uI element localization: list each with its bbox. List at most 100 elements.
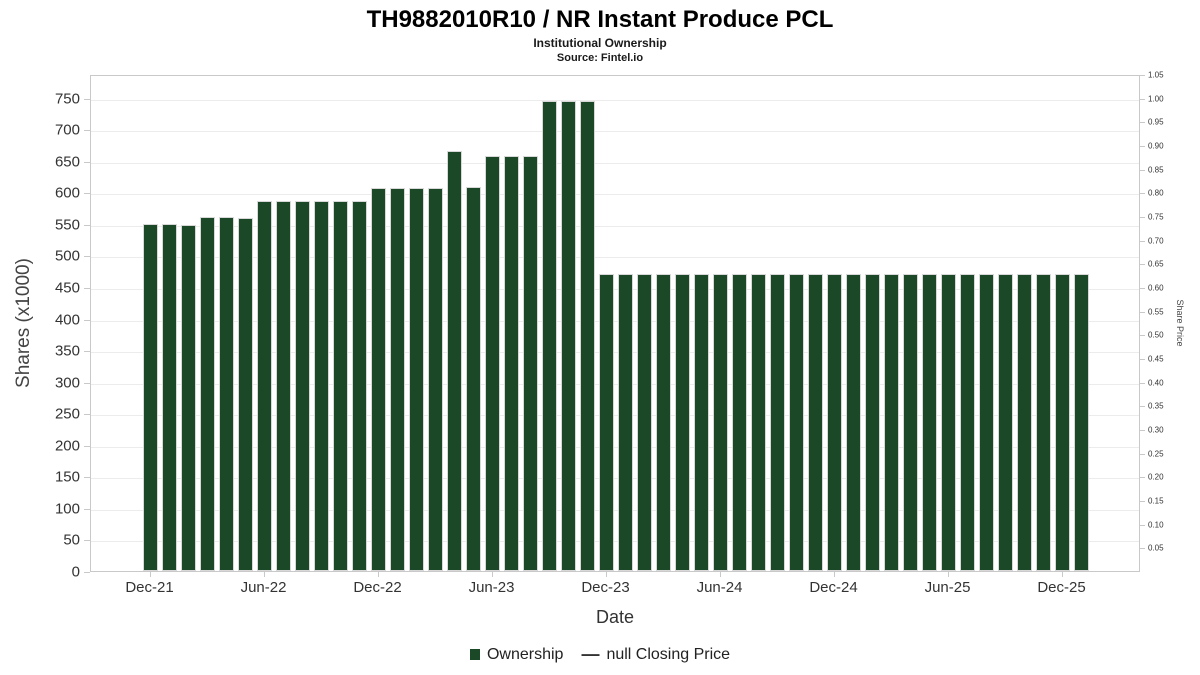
ownership-bar-Aug-23 xyxy=(523,156,538,571)
price-tick-label: 0.05 xyxy=(1148,543,1164,553)
y-tickmark xyxy=(84,382,90,384)
y-tickmark xyxy=(84,351,90,353)
gridline xyxy=(91,415,1139,417)
price-tick-label: 0.60 xyxy=(1148,283,1164,293)
ownership-bar-Sep-22 xyxy=(314,201,329,571)
x-tick-label: Jun-24 xyxy=(696,579,743,596)
ownership-bar-Oct-25 xyxy=(1017,274,1032,571)
x-tick-label: Dec-24 xyxy=(809,579,858,596)
x-axis-tickmarks xyxy=(90,572,1140,577)
price-tick-label: 0.30 xyxy=(1148,425,1164,435)
y-tick-label: 450 xyxy=(54,279,80,297)
y-axis-tickmarks-left xyxy=(84,75,90,573)
ownership-bar-Jan-22 xyxy=(162,224,177,571)
price-tickmark xyxy=(1140,359,1145,360)
ownership-bar-Nov-24 xyxy=(808,274,823,571)
price-tickmark xyxy=(1140,477,1145,479)
ownership-bar-Dec-22 xyxy=(371,188,386,571)
y-tickmark xyxy=(84,445,90,447)
y-tick-label: 750 xyxy=(54,90,80,108)
plot-area xyxy=(90,75,1140,572)
ownership-bar-Dec-24 xyxy=(827,274,842,571)
y-axis-tickmarks-right xyxy=(1140,75,1145,572)
y-tick-label: 500 xyxy=(54,247,80,265)
price-tick-label: 0.35 xyxy=(1148,401,1164,411)
price-tickmark xyxy=(1140,548,1145,550)
ownership-bar-Jul-24 xyxy=(732,274,747,571)
price-tickmark xyxy=(1140,98,1145,100)
y-tick-label: 300 xyxy=(54,374,80,392)
ownership-bar-Jan-23 xyxy=(390,188,405,571)
bar-layer xyxy=(91,76,1139,571)
x-tickmark xyxy=(377,572,379,577)
price-tick-label: 0.45 xyxy=(1148,354,1164,364)
y-tick-label: 50 xyxy=(63,531,80,549)
ownership-bar-Jul-22 xyxy=(276,201,291,571)
ownership-bar-May-25 xyxy=(922,274,937,571)
price-tickmark xyxy=(1140,122,1145,124)
price-tickmark xyxy=(1140,382,1145,384)
price-tick-label: 0.90 xyxy=(1148,141,1164,151)
closing-price-legend-label: null Closing Price xyxy=(606,645,731,663)
price-tick-label: 0.25 xyxy=(1148,449,1164,459)
x-tick-label: Jun-22 xyxy=(240,579,287,596)
price-tickmark xyxy=(1140,146,1145,147)
ownership-bar-Dec-25 xyxy=(1055,274,1070,571)
price-tick-label: 0.40 xyxy=(1148,378,1164,388)
ownership-bar-Sep-25 xyxy=(998,274,1013,571)
y-tick-label: 700 xyxy=(54,121,80,139)
x-tick-label: Dec-22 xyxy=(353,579,402,596)
gridline xyxy=(91,320,1139,322)
y-tickmark xyxy=(84,161,90,163)
gridline xyxy=(91,194,1139,196)
price-tickmark xyxy=(1140,264,1145,266)
ownership-bar-May-23 xyxy=(466,187,481,571)
price-tickmark xyxy=(1140,524,1145,526)
y-tick-label: 550 xyxy=(54,216,80,234)
ownership-bar-Jul-23 xyxy=(504,156,519,571)
price-tickmark xyxy=(1140,501,1145,502)
gridline xyxy=(91,257,1139,259)
y-tickmark xyxy=(84,98,90,100)
price-tickmark xyxy=(1140,453,1145,455)
ownership-bar-Mar-25 xyxy=(884,274,899,571)
x-axis-ticks: Dec-21 Jun-22 Dec-22 Jun-23 Dec-23 Jun-24 Dec-… xyxy=(90,579,1140,599)
y-tickmark xyxy=(84,508,90,510)
price-tickmark xyxy=(1140,406,1145,408)
ownership-bar-Apr-24 xyxy=(675,274,690,571)
ownership-bar-Sep-23 xyxy=(542,101,557,571)
y-tick-label: 100 xyxy=(54,500,80,518)
y-tick-label: 0 xyxy=(71,563,80,581)
price-tick-label: 0.75 xyxy=(1148,212,1164,222)
closing-price-legend-marker: — xyxy=(581,644,600,664)
x-tick-label: Dec-23 xyxy=(581,579,630,596)
ownership-legend-label: Ownership xyxy=(486,645,564,663)
price-tick-label: 0.65 xyxy=(1148,259,1164,269)
y-tickmark xyxy=(84,193,90,195)
gridline xyxy=(91,99,1139,101)
x-tick-label: Dec-25 xyxy=(1037,579,1086,596)
gridline xyxy=(91,131,1139,133)
y-tickmark xyxy=(84,256,90,258)
y-tickmark xyxy=(84,130,90,132)
ownership-bar-Jun-22 xyxy=(257,201,272,571)
ownership-bar-Jul-25 xyxy=(960,274,975,571)
ownership-bar-Jun-25 xyxy=(941,274,956,571)
y-tickmark xyxy=(84,540,90,542)
price-tickmark xyxy=(1140,240,1145,242)
ownership-bar-Mar-22 xyxy=(200,217,215,571)
y-tickmark xyxy=(84,224,90,226)
ownership-bar-Aug-22 xyxy=(295,201,310,571)
ownership-legend-marker xyxy=(469,649,480,660)
gridline xyxy=(91,162,1139,164)
price-tick-label: 0.95 xyxy=(1148,117,1164,127)
price-tickmark xyxy=(1140,75,1145,76)
y-tick-label: 250 xyxy=(54,405,80,423)
y-tick-label: 200 xyxy=(54,437,80,455)
ownership-bar-May-22 xyxy=(238,218,253,571)
gridline xyxy=(91,478,1139,480)
price-tick-label: 0.85 xyxy=(1148,165,1164,175)
gridline xyxy=(91,446,1139,448)
price-tick-label: 0.15 xyxy=(1148,496,1164,506)
